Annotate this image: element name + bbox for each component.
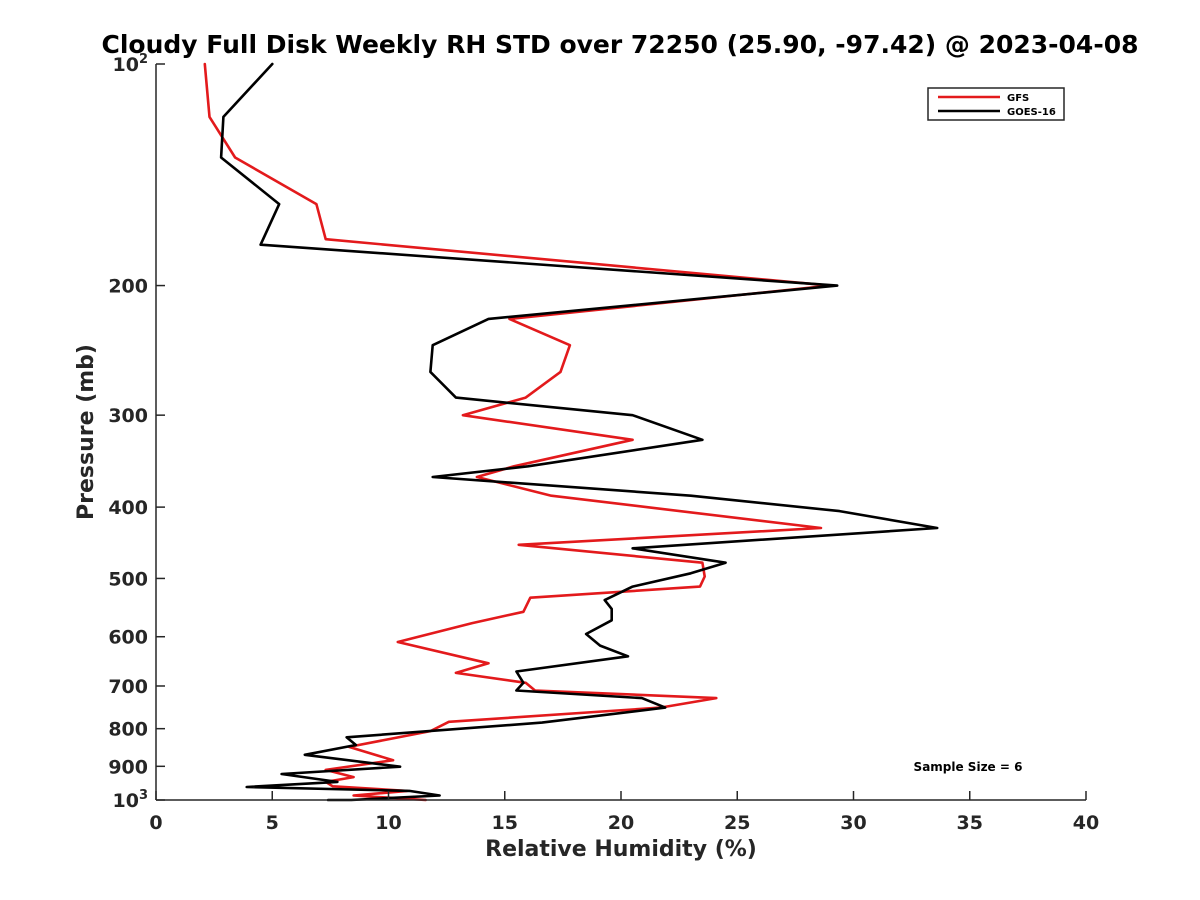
legend-box	[927, 87, 1065, 121]
y-tick-label: 103	[113, 788, 149, 812]
y-tick-label: 400	[108, 497, 148, 519]
x-tick-label: 40	[1073, 812, 1099, 834]
legend-label-goes16: GOES-16	[1007, 107, 1056, 118]
y-ticks: 102 200 300 400 500 600 700 800 900 103	[108, 52, 165, 812]
x-tick-label: 35	[957, 812, 983, 834]
y-tick-label: 700	[108, 676, 148, 698]
x-tick-label: 0	[149, 812, 162, 834]
legend-label-gfs: GFS	[1007, 93, 1029, 104]
series-line-goes-16	[219, 62, 939, 802]
y-tick-label: 500	[108, 568, 148, 590]
y-tick-label: 300	[108, 405, 148, 427]
legend: GFS GOES-16	[927, 87, 1065, 121]
series-layer	[203, 62, 939, 802]
x-axis-label: Relative Humidity (%)	[485, 837, 757, 862]
y-axis-label: Pressure (mb)	[74, 344, 99, 520]
x-tick-label: 10	[375, 812, 401, 834]
x-tick-label: 30	[840, 812, 866, 834]
y-tick-label: 600	[108, 627, 148, 649]
x-tick-label: 25	[724, 812, 750, 834]
x-tick-label: 15	[492, 812, 518, 834]
x-tick-label: 5	[266, 812, 279, 834]
y-tick-label: 200	[108, 276, 148, 298]
x-ticks: 0 5 10 15 20 25 30 35 40	[149, 791, 1099, 834]
y-tick-label: 900	[108, 756, 148, 778]
y-tick-label: 102	[113, 52, 149, 76]
chart-title: Cloudy Full Disk Weekly RH STD over 7225…	[101, 30, 1138, 59]
y-tick-label: 800	[108, 719, 148, 741]
sample-size-annotation: Sample Size = 6	[914, 760, 1023, 774]
x-tick-label: 20	[608, 812, 634, 834]
